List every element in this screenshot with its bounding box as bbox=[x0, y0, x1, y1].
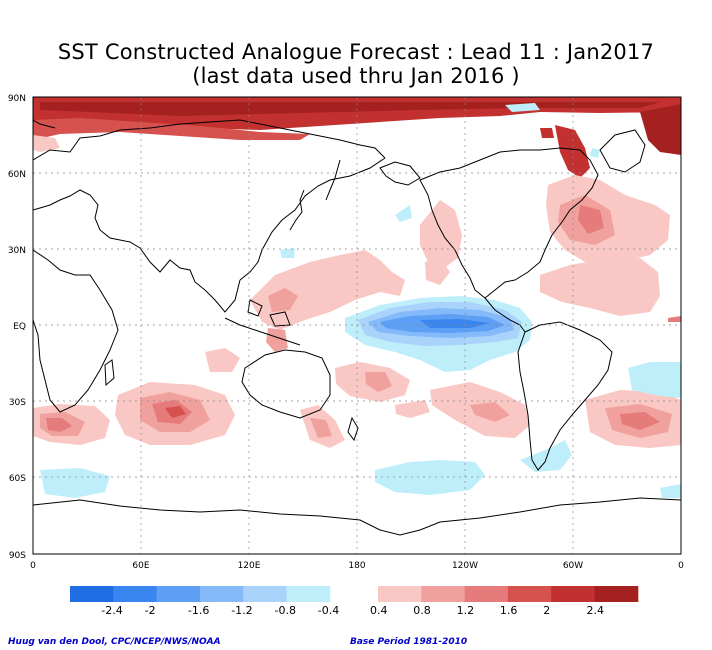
map-frame bbox=[32, 96, 682, 555]
map-title: SST Constructed Analogue Forecast : Lead… bbox=[57, 40, 655, 64]
longitude-labels: 0 60E 120E 180 120W 60W 0 bbox=[30, 561, 684, 571]
coastlines bbox=[33, 119, 681, 536]
lat-label: 30S bbox=[9, 398, 26, 408]
colorbar-swatch bbox=[199, 586, 244, 602]
anomaly-shading bbox=[33, 97, 681, 498]
lon-label: 120W bbox=[452, 561, 478, 571]
lat-label: 90S bbox=[9, 551, 26, 561]
colorbar-swatch bbox=[286, 586, 331, 602]
colorbar-label: 1.2 bbox=[456, 604, 475, 617]
colorbar-label: 0.8 bbox=[413, 604, 431, 617]
colorbar-label: -0.8 bbox=[274, 604, 296, 617]
credit-base-period: Base Period 1981-2010 bbox=[350, 637, 468, 647]
colorbar-negative bbox=[70, 586, 331, 602]
colorbar-label: 2 bbox=[543, 604, 551, 617]
lat-label: EQ bbox=[13, 322, 26, 332]
colorbar-swatch bbox=[70, 586, 114, 602]
graticule bbox=[33, 97, 681, 554]
lat-label: 30N bbox=[8, 246, 26, 256]
credit-author: Huug van den Dool, CPC/NCEP/NWS/NOAA bbox=[8, 637, 221, 647]
latitude-labels: 90N 60N 30N EQ 30S 60S 90S bbox=[8, 94, 26, 561]
colorbar-swatch bbox=[551, 586, 595, 602]
colorbar-label: -0.4 bbox=[317, 604, 340, 617]
colorbar-swatch bbox=[243, 586, 287, 602]
colorbar-positive bbox=[378, 586, 639, 602]
colorbar-swatch bbox=[156, 586, 201, 602]
colorbar-label: 0.4 bbox=[370, 604, 388, 617]
lon-label: 60E bbox=[132, 561, 149, 571]
colorbar-label: -1.6 bbox=[187, 604, 210, 617]
colorbar-swatch bbox=[113, 586, 158, 602]
colorbar-label: -2 bbox=[144, 604, 156, 617]
lat-label: 60N bbox=[8, 170, 26, 180]
colorbar-swatch bbox=[464, 586, 509, 602]
colorbar-label: -2.4 bbox=[101, 604, 123, 617]
colorbar-swatch bbox=[594, 586, 639, 602]
colorbar-label: 2.4 bbox=[586, 604, 605, 617]
colorbar-swatch bbox=[507, 586, 552, 602]
lon-label: 120E bbox=[238, 561, 261, 571]
lat-label: 90N bbox=[8, 94, 26, 104]
lon-label: 0 bbox=[30, 561, 36, 571]
map-subtitle: (last data used thru Jan 2016 ) bbox=[192, 64, 520, 88]
colorbar-label: -1.2 bbox=[231, 604, 253, 617]
lon-label: 60W bbox=[563, 561, 583, 571]
colorbar-swatch bbox=[378, 586, 422, 602]
colorbar-swatch bbox=[421, 586, 466, 602]
lon-label: 180 bbox=[348, 561, 365, 571]
lat-label: 60S bbox=[9, 474, 26, 484]
colorbar-label: 1.6 bbox=[499, 604, 518, 617]
lon-label: 0 bbox=[678, 561, 684, 571]
